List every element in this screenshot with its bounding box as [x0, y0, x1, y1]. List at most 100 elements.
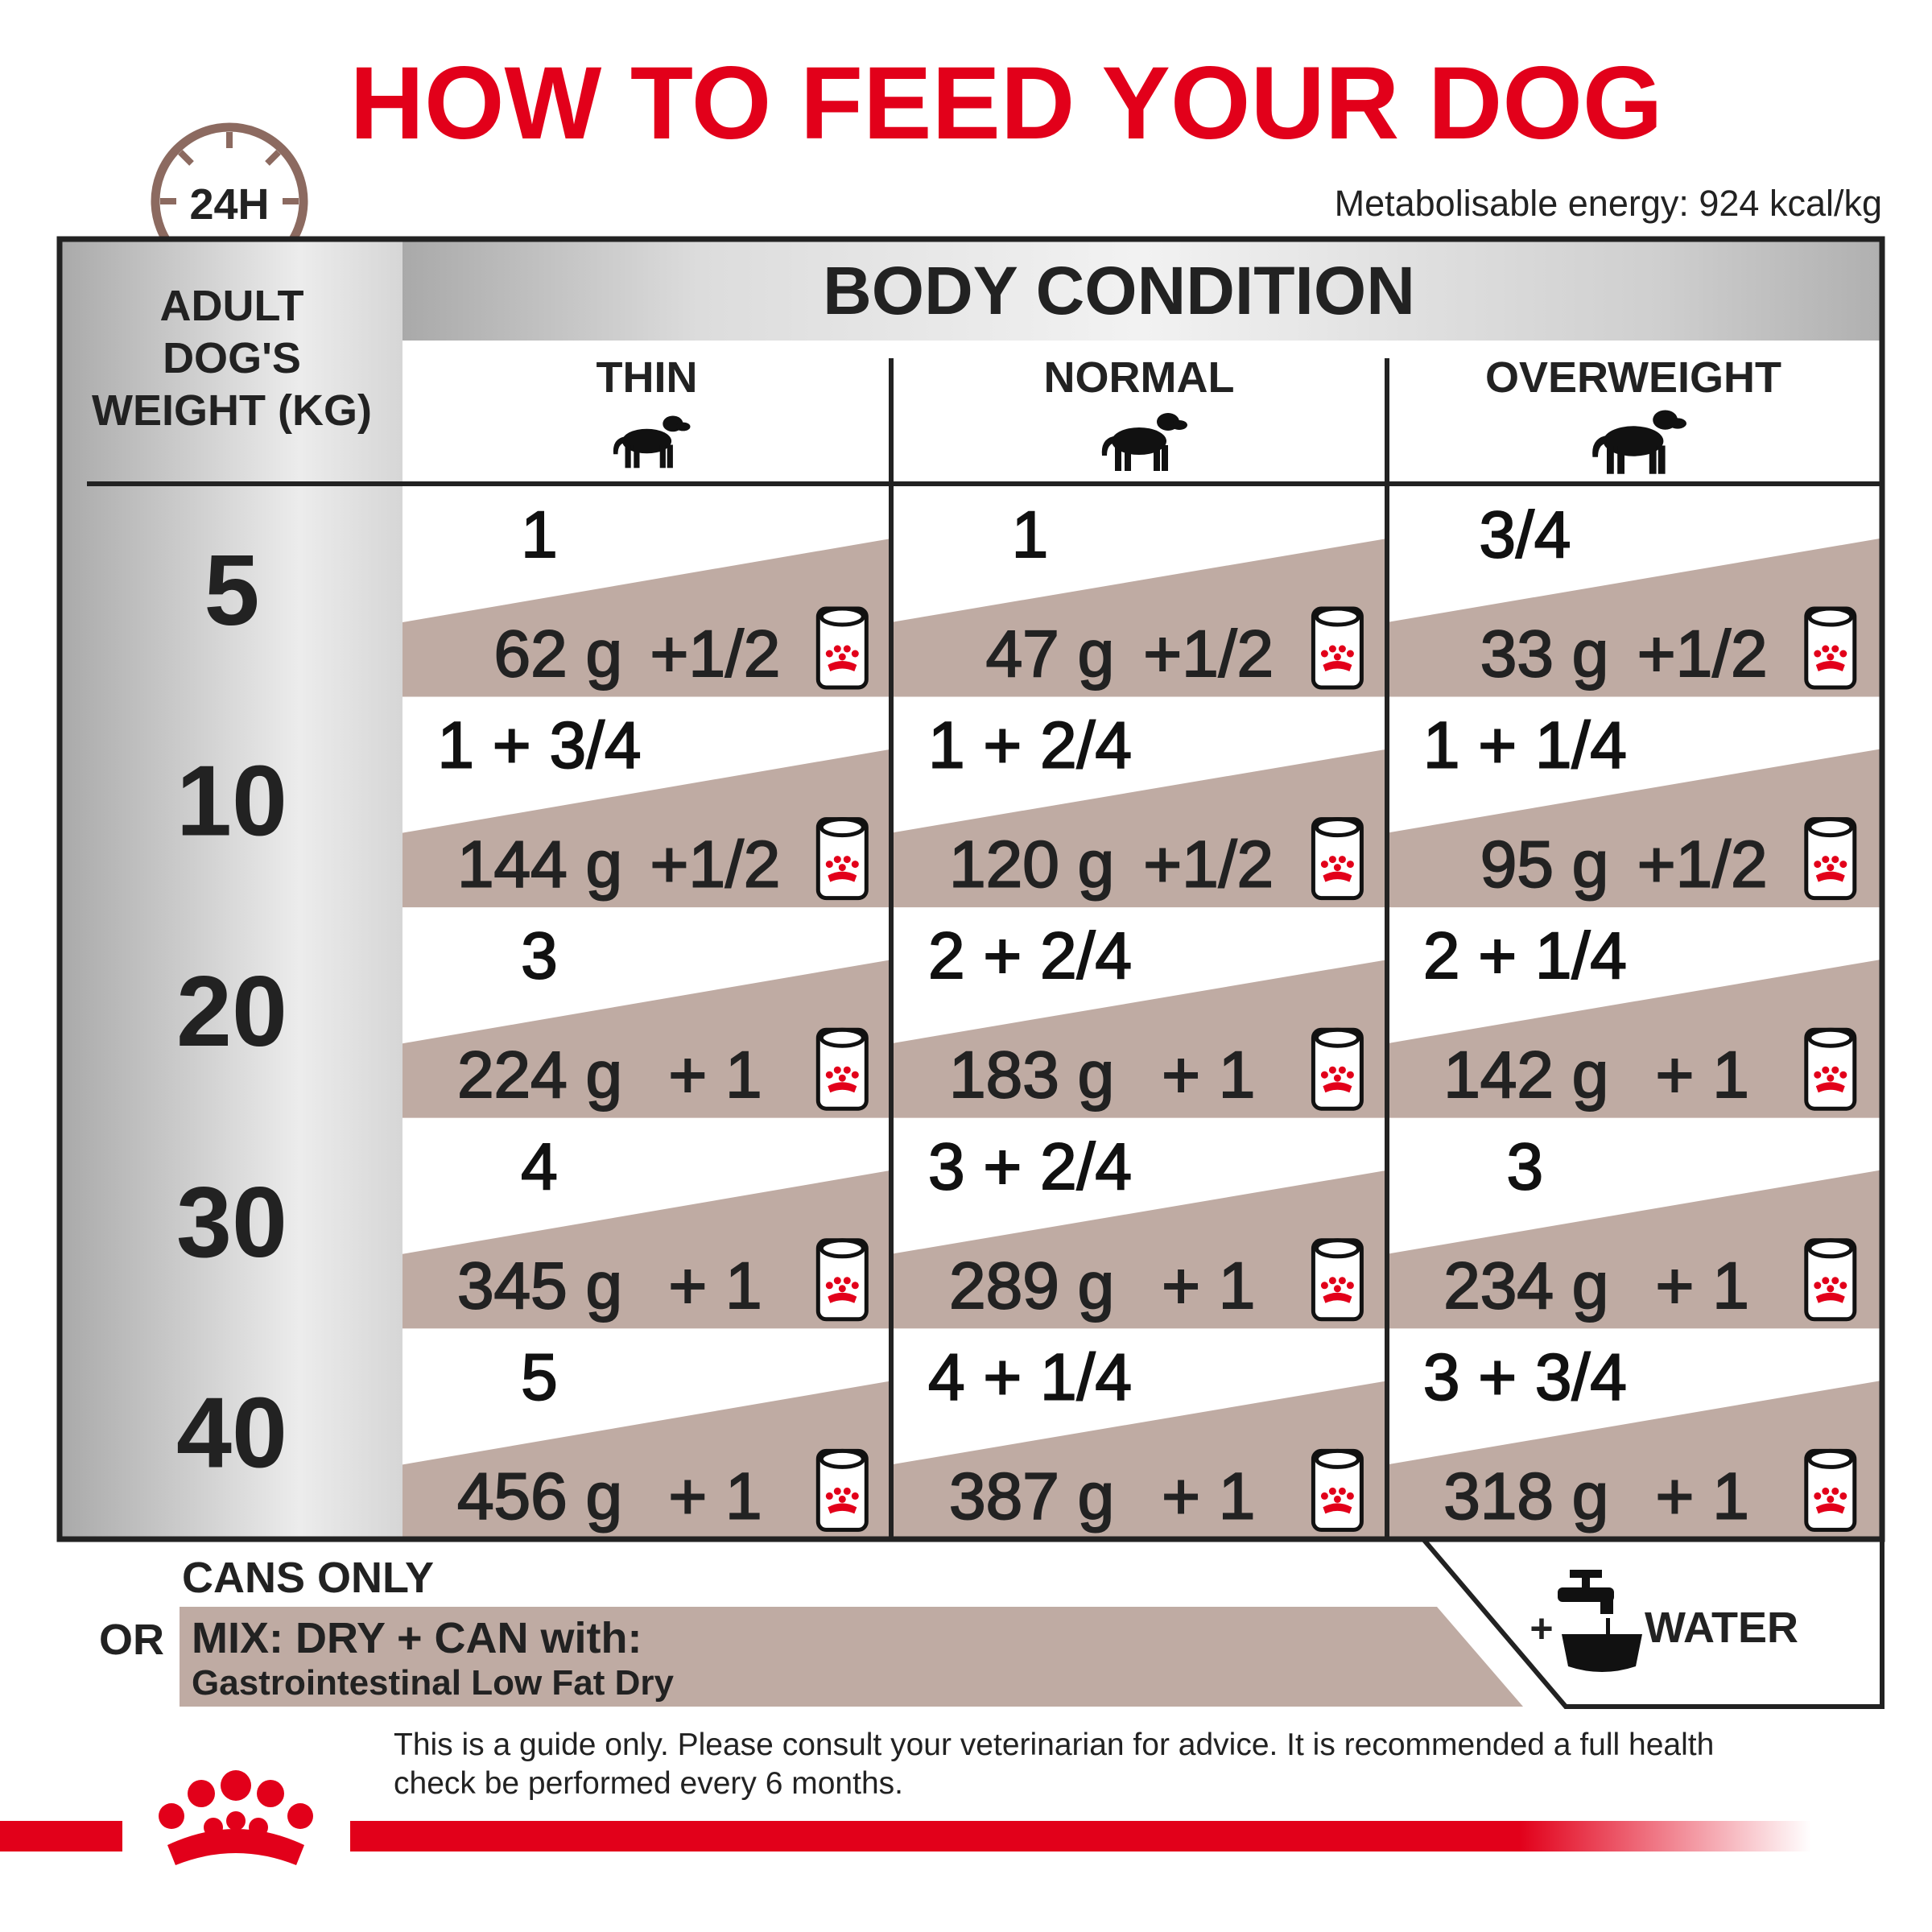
can-crown	[1323, 1082, 1352, 1093]
can-crown-dot	[1822, 856, 1830, 864]
can-crown-dot	[838, 1285, 846, 1293]
dog-tail	[1101, 436, 1115, 456]
can-crown-dot	[843, 1066, 851, 1074]
can-crown-dot	[1333, 653, 1341, 661]
cell-band	[1387, 1170, 1880, 1329]
can-crown-dot	[838, 1495, 846, 1503]
weight: 40	[176, 1377, 287, 1488]
title: HOW TO FEED YOUR DOG	[350, 46, 1663, 161]
water-plus: +	[1530, 1606, 1553, 1651]
can-icon	[1804, 1027, 1857, 1111]
can-icon	[1804, 606, 1857, 690]
can-crown-dot	[851, 1071, 859, 1079]
brand-bar	[0, 1821, 122, 1852]
dog-leg	[1617, 445, 1624, 474]
can-crown-dot	[1831, 645, 1839, 653]
condition-band	[402, 239, 1880, 341]
cell-band	[891, 1170, 1387, 1329]
can-lid	[1314, 817, 1360, 838]
weight-header: WEIGHT (KG)	[92, 386, 372, 435]
can-crown	[1323, 1292, 1352, 1303]
disclaimer: This is a guide only. Please consult you…	[394, 1728, 1714, 1762]
can-icon	[1311, 1238, 1364, 1322]
dog-leg	[1657, 445, 1666, 474]
can-lid	[1807, 1238, 1854, 1259]
can-crown-dot	[851, 861, 859, 869]
plus: + 1	[1656, 1249, 1749, 1323]
grams: 33 g	[1480, 617, 1609, 691]
grams: 345 g	[457, 1249, 622, 1323]
cell-band	[1387, 1381, 1880, 1539]
plus: + 1	[668, 1459, 762, 1533]
weight: 30	[176, 1167, 287, 1278]
can-lid	[1314, 1448, 1360, 1469]
cell-band	[402, 960, 891, 1118]
can-crown-dot	[1346, 1071, 1354, 1079]
can-crown-dot	[1822, 1487, 1830, 1495]
can-crown-dot	[1831, 1066, 1839, 1074]
dog-leg	[1125, 445, 1131, 471]
can-crown-dot	[1814, 650, 1822, 658]
can-lid	[819, 817, 865, 838]
table-border	[56, 236, 1885, 1542]
grams: 183 g	[949, 1038, 1114, 1112]
weight: 20	[176, 956, 287, 1067]
dog-icon	[1101, 413, 1187, 471]
can-crown-dot	[1328, 645, 1336, 653]
can-lid	[819, 1027, 865, 1048]
can-crown-dot	[1320, 650, 1328, 658]
can-crown-dot	[1346, 1282, 1354, 1290]
can-crown-dot	[1333, 1495, 1341, 1503]
can-crown-dot	[1338, 1277, 1346, 1285]
can-icon	[815, 606, 869, 690]
cans: 2 + 1/4	[1423, 919, 1627, 993]
dog-leg	[1162, 445, 1168, 471]
can-crown	[1815, 1082, 1845, 1093]
can-lid	[1314, 606, 1360, 627]
plus: + 1	[1656, 1459, 1749, 1533]
cell-band	[402, 1381, 891, 1539]
energy: Metabolisable energy: 924 kcal/kg	[1335, 183, 1882, 224]
can-crown-dot	[1822, 1066, 1830, 1074]
can-icon	[1804, 1448, 1857, 1532]
grams: 47 g	[986, 617, 1115, 691]
grams: 224 g	[457, 1038, 622, 1112]
plus: + 1	[668, 1038, 762, 1112]
can-crown-dot	[825, 650, 833, 658]
can-crown-dot	[1338, 645, 1346, 653]
can-lid	[1807, 817, 1854, 838]
can-lid	[1314, 1238, 1360, 1259]
plus: +1/2	[650, 828, 781, 902]
dog-leg	[1649, 445, 1657, 474]
can-icon	[1311, 606, 1364, 690]
plus: +1/2	[1637, 828, 1768, 902]
can-lid	[819, 606, 865, 627]
can-crown	[1815, 1503, 1845, 1514]
grams: 142 g	[1443, 1038, 1608, 1112]
dog-leg	[634, 444, 640, 469]
column-header-area	[402, 341, 1880, 483]
can-crown-dot	[1346, 650, 1354, 658]
can-crown-dot	[1328, 1066, 1336, 1074]
can-lid	[1807, 1448, 1854, 1469]
can-crown-dot	[833, 1066, 841, 1074]
weight: 5	[204, 535, 260, 646]
grams: 62 g	[494, 617, 623, 691]
dog-leg	[667, 444, 673, 469]
can-icon	[1311, 1027, 1364, 1111]
can-crown	[1323, 871, 1352, 882]
cell-band	[1387, 539, 1880, 697]
can-crown-dot	[1814, 1071, 1822, 1079]
can-crown	[1323, 661, 1352, 671]
can-crown-dot	[1346, 1492, 1354, 1500]
can-icon	[815, 1448, 869, 1532]
cans: 1	[521, 498, 558, 572]
can-icon	[1804, 1238, 1857, 1322]
can-crown-dot	[843, 1487, 851, 1495]
plus: +1/2	[1143, 828, 1274, 902]
plus: + 1	[1656, 1038, 1749, 1112]
dog-icon	[613, 415, 691, 469]
can-crown	[828, 871, 857, 882]
dog-tail	[613, 436, 625, 455]
